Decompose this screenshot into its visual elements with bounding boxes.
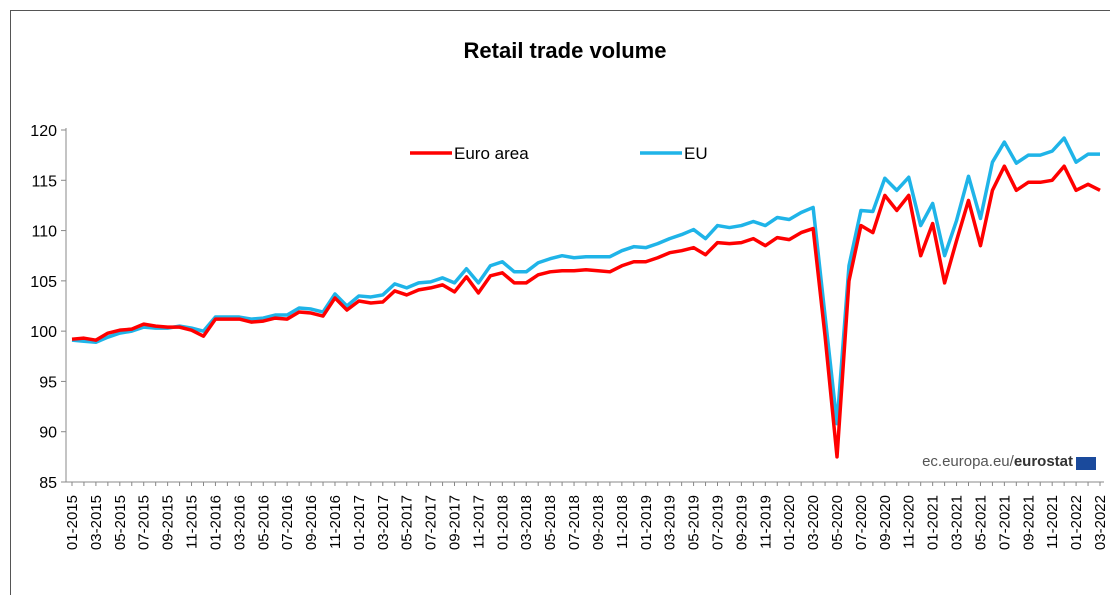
x-tick-label: 11-2016 bbox=[327, 495, 344, 549]
x-tick-label: 09-2020 bbox=[877, 495, 894, 550]
legend-label: EU bbox=[684, 144, 708, 163]
x-tick-label: 05-2019 bbox=[686, 495, 703, 550]
x-tick-label: 07-2016 bbox=[279, 495, 296, 550]
x-tick-label: 07-2018 bbox=[566, 495, 583, 550]
x-tick-label: 07-2015 bbox=[136, 495, 153, 550]
y-tick-label: 90 bbox=[39, 425, 57, 442]
x-tick-label: 09-2021 bbox=[1020, 495, 1037, 550]
x-tick-label: 03-2020 bbox=[805, 495, 822, 550]
y-tick-label: 85 bbox=[39, 475, 57, 492]
x-tick-label: 09-2019 bbox=[733, 495, 750, 550]
x-tick-label: 11-2018 bbox=[614, 495, 631, 549]
x-tick-label: 03-2019 bbox=[662, 495, 679, 550]
x-tick-label: 03-2017 bbox=[375, 495, 392, 550]
chart-title: Retail trade volume bbox=[464, 38, 667, 63]
y-tick-label: 100 bbox=[30, 324, 57, 341]
x-tick-label: 11-2021 bbox=[1044, 495, 1061, 549]
series-line bbox=[71, 136, 1100, 426]
y-tick-label: 110 bbox=[31, 224, 57, 241]
x-tick-label: 11-2019 bbox=[757, 495, 774, 549]
x-tick-label: 07-2021 bbox=[996, 495, 1013, 550]
x-tick-label: 01-2017 bbox=[351, 495, 368, 550]
x-tick-label: 01-2016 bbox=[207, 495, 224, 550]
source-domain: ec.europa.eu/ bbox=[922, 453, 1015, 470]
source-note: ec.europa.eu/eurostat bbox=[922, 453, 1073, 470]
x-tick-label: 11-2020 bbox=[901, 495, 918, 549]
x-tick-label: 09-2018 bbox=[590, 495, 607, 550]
x-tick-label: 07-2020 bbox=[853, 495, 870, 550]
y-tick-label: 95 bbox=[39, 374, 57, 391]
x-tick-label: 03-2016 bbox=[231, 495, 248, 550]
y-tick-label: 105 bbox=[30, 274, 57, 291]
x-tick-label: 03-2022 bbox=[1092, 495, 1109, 550]
source-brand: eurostat bbox=[1014, 453, 1073, 470]
x-tick-label: 05-2020 bbox=[829, 495, 846, 550]
x-tick-label: 05-2021 bbox=[972, 495, 989, 550]
x-tick-label: 09-2015 bbox=[160, 495, 177, 550]
x-tick-label: 07-2017 bbox=[423, 495, 440, 550]
x-tick-label: 01-2018 bbox=[494, 495, 511, 550]
x-tick-label: 11-2015 bbox=[184, 495, 201, 549]
x-tick-label: 11-2017 bbox=[470, 495, 487, 549]
eu-flag bbox=[1076, 457, 1096, 470]
x-tick-label: 01-2022 bbox=[1068, 495, 1085, 550]
frame bbox=[10, 10, 1110, 595]
x-tick-label: 03-2021 bbox=[949, 495, 966, 550]
y-tick-label: 120 bbox=[30, 123, 57, 140]
x-tick-label: 01-2020 bbox=[781, 495, 798, 550]
x-tick-label: 03-2015 bbox=[88, 495, 105, 550]
x-tick-label: 09-2016 bbox=[303, 495, 320, 550]
x-tick-label: 09-2017 bbox=[447, 495, 464, 550]
x-tick-label: 01-2021 bbox=[925, 495, 942, 550]
x-tick-label: 05-2016 bbox=[255, 495, 272, 550]
x-tick-label: 03-2018 bbox=[518, 495, 535, 550]
x-tick-label: 05-2015 bbox=[112, 495, 129, 550]
y-tick-label: 115 bbox=[31, 173, 57, 190]
x-tick-label: 07-2019 bbox=[709, 495, 726, 550]
series-line bbox=[71, 164, 1101, 459]
x-tick-label: 05-2017 bbox=[399, 495, 416, 550]
x-tick-label: 01-2015 bbox=[64, 495, 81, 550]
x-tick-label: 01-2019 bbox=[638, 495, 655, 550]
x-tick-label: 05-2018 bbox=[542, 495, 559, 550]
legend-label: Euro area bbox=[454, 144, 529, 163]
